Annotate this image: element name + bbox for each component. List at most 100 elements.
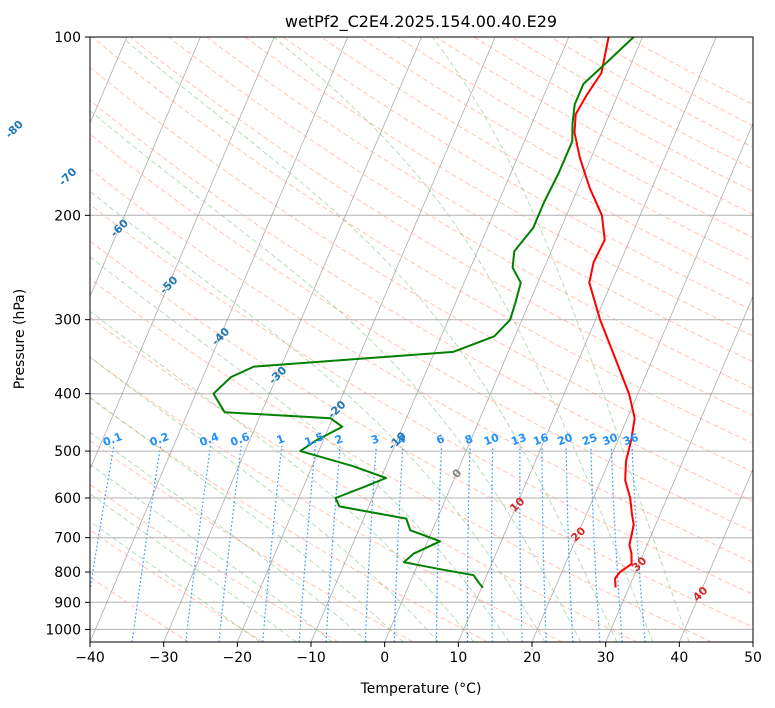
profiles [212, 37, 636, 589]
mixing-ratio-line [393, 445, 404, 642]
moist-adiabat-line [121, 37, 618, 642]
dry-adiabat-line [90, 240, 753, 628]
isotherm-label: -10 [386, 429, 409, 452]
moist-adiabat-line [90, 463, 333, 642]
mixing-ratio-line [490, 445, 494, 642]
isotherm-gridline [752, 640, 753, 642]
y-tick-label: 800 [54, 565, 81, 581]
mixing-ratio-line [541, 445, 547, 642]
mixing-ratio-label: 1.5 [303, 430, 326, 449]
dry-adiabat-line [168, 37, 753, 389]
x-tick-label: 40 [670, 650, 688, 666]
moist-adiabat-line [90, 396, 404, 642]
x-tick-label: −10 [296, 650, 326, 666]
mixing-ratio-line [131, 445, 162, 642]
isotherm-gridline [163, 37, 422, 642]
mixing-ratio-line [519, 445, 523, 642]
isotherm-label: -40 [209, 325, 232, 348]
y-tick-label: 600 [54, 491, 81, 507]
dry-adiabat-line [244, 37, 753, 337]
mixing-ratio-label: 25 [580, 431, 599, 448]
moist-adiabat-line [273, 37, 654, 642]
isotherm-gridline [310, 37, 570, 642]
moist-adiabat-line [90, 190, 546, 642]
mixing-ratio-label: 0.1 [101, 430, 124, 449]
isotherm-label: 40 [690, 584, 710, 604]
mixing-ratio-line [565, 445, 574, 642]
mixing-ratio-line [218, 445, 242, 642]
dry-adiabat-line [282, 37, 753, 312]
x-tick-label: −20 [223, 650, 253, 666]
dry-adiabat-line [359, 37, 753, 262]
moist-adiabat-line [90, 310, 475, 642]
mixing-ratio-line [631, 445, 646, 642]
dry-adiabat-line [130, 37, 753, 417]
x-tick-label: 0 [380, 650, 389, 666]
mixing-ratio-label: 36 [621, 431, 640, 449]
y-tick-label: 700 [54, 531, 81, 547]
isotherm-gridline [90, 37, 201, 298]
mixing-ratio-line [466, 445, 471, 642]
dry-adiabat-line [90, 529, 264, 642]
mixing-ratio-label: 0.2 [148, 430, 171, 449]
mixing-ratio-line [262, 445, 283, 642]
y-axis-title: Pressure (hPa) [12, 289, 28, 389]
mixing-ratio-label: 16 [531, 431, 550, 449]
mixing-ratio-label: 0.6 [229, 430, 252, 449]
mixing-ratio-line [298, 445, 316, 642]
x-tick-label: −30 [149, 650, 179, 666]
isotherm-label: -50 [157, 273, 180, 296]
y-tick-label: 200 [54, 208, 81, 224]
mixing-ratio-label: 4 [396, 432, 408, 447]
mixing-ratio-label: 3 [369, 432, 381, 447]
isotherm-gridline [605, 295, 753, 642]
background-lines [90, 37, 753, 642]
moist-adiabat-line [90, 520, 261, 642]
dry-adiabat-line [91, 37, 753, 445]
mixing-ratio-label: 0.4 [198, 430, 221, 449]
x-axis-title: Temperature (°C) [360, 681, 482, 697]
x-axis: −40 −30 −20 −10 0 10 20 30 40 50 [75, 642, 762, 666]
x-tick-label: 10 [449, 650, 467, 666]
mixing-ratio-label: 20 [556, 431, 575, 449]
temperature-profile-line [573, 37, 636, 588]
mixing-ratio-label: 1 [275, 432, 287, 447]
dry-adiabat-line [511, 37, 753, 170]
x-tick-label: 20 [523, 650, 541, 666]
y-tick-label: 1000 [45, 622, 81, 638]
y-tick-label: 900 [54, 595, 81, 611]
dry-adiabat-line [90, 168, 753, 563]
x-tick-label: 50 [744, 650, 762, 666]
isotherm-gridline [384, 37, 643, 642]
mixing-ratio-label: 8 [463, 432, 475, 447]
grid-lines [90, 37, 753, 642]
mixing-ratio-line [364, 445, 377, 642]
dry-adiabat-line [90, 440, 414, 642]
moist-adiabat-line [90, 110, 582, 642]
mixing-ratio-line [435, 445, 443, 642]
mixing-ratio-label: 6 [435, 432, 447, 447]
dry-adiabat-line [320, 37, 753, 287]
dry-adiabat-line [90, 397, 488, 642]
moist-adiabat-line [90, 356, 439, 642]
isotherm-gridline [236, 37, 496, 642]
isotherm-label: -70 [56, 165, 79, 188]
isotherm-label: -80 [3, 117, 26, 140]
dry-adiabat-line [90, 133, 753, 533]
mixing-ratio-label: 10 [482, 431, 501, 449]
isotherm-label: 20 [568, 524, 588, 544]
isotherm-gridline [90, 37, 275, 471]
isotherm-gridline [457, 37, 717, 642]
isotherm-label: 0 [450, 466, 465, 481]
mixing-ratio-label: 30 [601, 431, 620, 449]
dry-adiabat-line [473, 37, 753, 193]
mixing-ratio-line [590, 445, 601, 642]
y-tick-label: 500 [54, 444, 81, 460]
y-tick-label: 100 [54, 30, 81, 46]
isotherm-label: -30 [266, 363, 289, 386]
x-tick-label: −40 [75, 650, 105, 666]
mixing-ratio-line [325, 445, 341, 642]
isotherm-gridline [678, 468, 753, 642]
